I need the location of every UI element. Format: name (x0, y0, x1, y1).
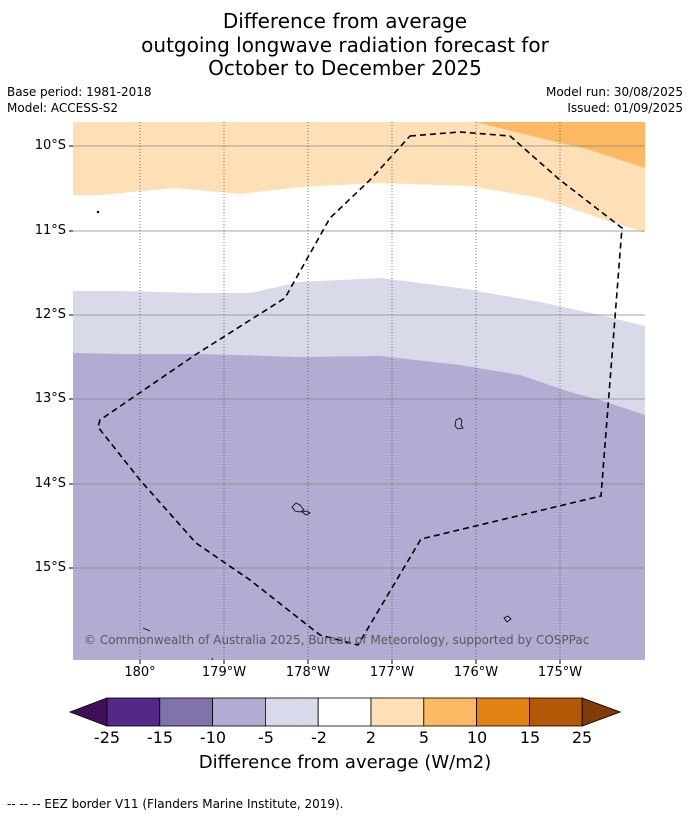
lon-label-177w: 177°W (369, 665, 415, 680)
lat-label-12s: 12°S (34, 307, 66, 322)
latitude-gridlines (73, 145, 645, 569)
lon-label-179w: 179°W (201, 665, 247, 680)
map-area (73, 122, 645, 660)
colorbar-label: Difference from average (W/m2) (198, 752, 492, 773)
title-line-1: Difference from average (222, 9, 468, 33)
lat-label-14s: 14°S (34, 476, 66, 491)
lon-label-180: 180° (124, 665, 156, 680)
lat-label-13s: 13°S (34, 391, 66, 406)
colorbar-segment (264, 697, 319, 727)
colorbar-segment (212, 697, 266, 727)
issued-date: Issued: 01/09/2025 (567, 101, 683, 115)
colorbar-segment (159, 697, 214, 727)
colorbar-segment (529, 697, 583, 727)
island-outlines (96, 210, 512, 660)
island-3 (301, 510, 311, 516)
colorbar-segment (106, 697, 161, 727)
colorbar (68, 697, 622, 727)
colorbar-tick: -5 (258, 728, 274, 747)
anomaly-band-positive (475, 122, 645, 168)
lat-label-10s: 10°S (34, 138, 66, 153)
colorbar-tick: 5 (418, 728, 430, 747)
colorbar-arrow-low (68, 697, 108, 727)
lon-label-176w: 176°W (453, 665, 499, 680)
colorbar-tick: -10 (199, 728, 227, 747)
lon-label-178w: 178°W (285, 665, 331, 680)
model-run-date: Model run: 30/08/2025 (545, 85, 683, 99)
eez-border (97, 131, 623, 646)
lat-label-15s: 15°S (34, 560, 66, 575)
colorbar-tick: 10 (466, 728, 488, 747)
copyright-notice: © Commonwealth of Australia 2025, Bureau… (84, 633, 590, 647)
eez-legend-note: -- -- -- EEZ border V11 (Flanders Marine… (7, 797, 344, 811)
colorbar-tick: 15 (519, 728, 541, 747)
island-6 (211, 657, 213, 660)
colorbar-segment (317, 697, 372, 727)
colorbar-segment (423, 697, 477, 727)
title-line-3: October to December 2025 (208, 56, 482, 80)
colorbar-arrow-high (581, 697, 622, 727)
lon-label-175w: 175°W (537, 665, 583, 680)
title-line-2: outgoing longwave radiation forecast for (141, 33, 549, 57)
colorbar-segment (476, 697, 530, 727)
colorbar-tick: -2 (311, 728, 327, 747)
lat-label-11s: 11°S (34, 223, 66, 238)
colorbar-tick: -15 (146, 728, 174, 747)
axis-ticks (69, 145, 561, 664)
model-name: Model: ACCESS-S2 (7, 101, 119, 115)
island-4 (503, 615, 512, 623)
colorbar-segment (370, 697, 425, 727)
island-1 (454, 417, 464, 430)
island-5 (142, 627, 151, 632)
colorbar-tick: -25 (93, 728, 121, 747)
colorbar-tick: 2 (365, 728, 377, 747)
anomaly-band-weak-positive (73, 122, 645, 233)
base-period: Base period: 1981-2018 (7, 85, 152, 99)
island-2 (291, 502, 305, 513)
island-7 (96, 210, 100, 214)
colorbar-tick: 25 (571, 728, 593, 747)
